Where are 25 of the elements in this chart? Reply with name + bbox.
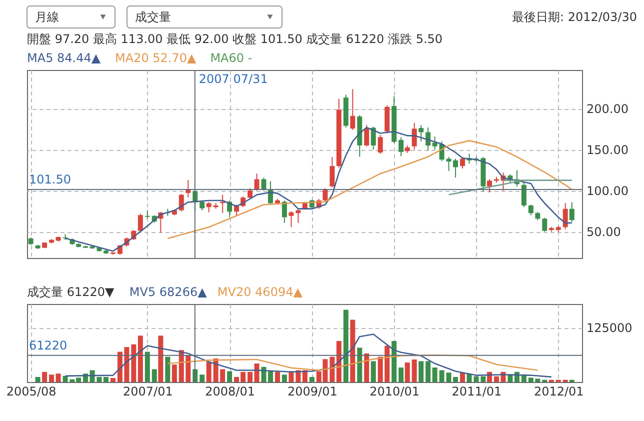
text: MV5 68266▲ xyxy=(129,285,208,299)
text: 開盤 97.20 最高 113.00 最低 92.00 收盤 101.50 成交量 61220 漲跌 5.50 xyxy=(27,32,443,46)
text: 成交量 61220▼ xyxy=(27,285,115,299)
text: MA20 52.70▲ xyxy=(115,51,197,65)
text: MA5 84.44▲ xyxy=(27,51,102,65)
text: MV20 46094▲ xyxy=(217,285,304,299)
text: 月線 xyxy=(35,10,59,24)
ref-line-label: 2007 07/31 xyxy=(198,72,268,86)
y-tick-label: 200.00 xyxy=(586,102,628,116)
y-tick-label: 150.00 xyxy=(586,143,628,158)
x-tick-label: 2011/01 xyxy=(452,384,502,398)
x-tick-label: 2012/01 xyxy=(534,384,584,398)
text: 最後日期: 2012/03/30 xyxy=(512,10,637,24)
x-tick-label: 2007/01 xyxy=(122,384,173,398)
x-tick-label: 2008/01 xyxy=(205,384,255,398)
ref-line-label: 101.50 xyxy=(29,172,71,186)
x-tick-label: 2005/08 xyxy=(6,384,56,398)
x-tick-label: 2009/01 xyxy=(287,384,338,398)
x-tick-label: 2010/01 xyxy=(370,384,420,398)
text: 成交量 xyxy=(135,10,171,24)
ref-line-label: 61220 xyxy=(29,338,68,352)
y-tick-label: 125000 xyxy=(586,321,632,336)
y-tick-label: 50.00 xyxy=(586,225,621,240)
text: MA60 - xyxy=(210,51,252,65)
y-tick-label: 100.00 xyxy=(586,184,628,198)
